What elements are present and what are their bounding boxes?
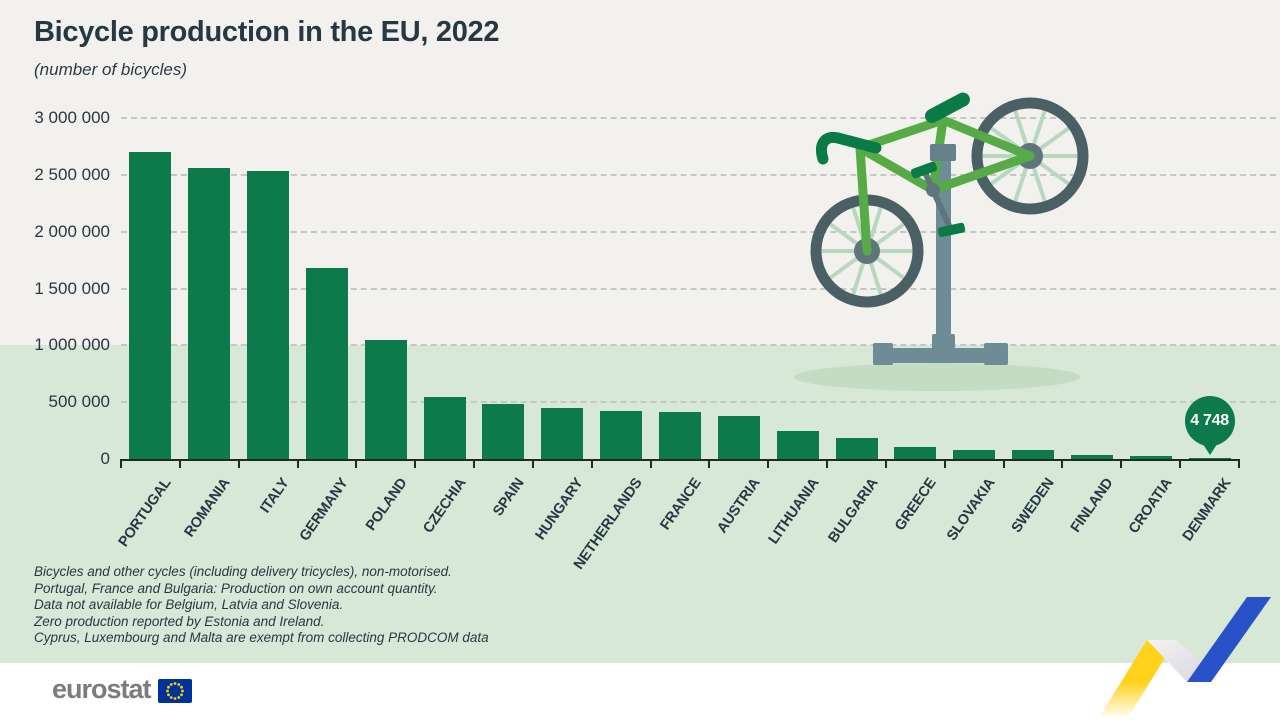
page-title: Bicycle production in the EU, 2022 [34,16,500,48]
bike-handlebar [816,131,882,165]
x-axis-tick [1002,461,1005,468]
stand-clamp [930,144,956,161]
x-axis-tick [1061,461,1064,468]
crank-and-pedals [910,161,966,238]
bar-finland [1070,455,1113,459]
bar-croatia [1129,456,1172,459]
x-axis-tick [1179,461,1182,468]
x-axis-tick [414,461,417,468]
bike-seat [924,92,970,123]
bar-france [659,412,701,459]
eurostat-logo: eurostat [52,674,192,704]
bar-austria [717,416,760,459]
ribbon-graphic [1100,597,1271,716]
x-axis-tick [767,461,770,468]
gridline-1000000 [121,344,1276,347]
y-axis-label: 500 000 [48,392,110,412]
x-axis-tick [943,461,946,468]
bar-poland [364,340,407,459]
x-axis-tick [531,461,534,468]
bar-sweden [1012,450,1055,459]
stand-shadow [794,363,1080,391]
ribbon-fold-segment [1147,640,1204,682]
x-axis-tick [1120,461,1123,468]
x-axis-tick [296,461,299,468]
x-axis-tick [884,461,887,468]
bar-romania [188,168,231,459]
footnote-line: Data not available for Belgium, Latvia a… [34,597,344,613]
gridline-2500000 [121,173,1276,176]
x-axis-tick [826,461,829,468]
y-axis-label: 2 500 000 [34,164,110,184]
eurostat-wordmark: eurostat [52,674,152,704]
badge-value: 4 748 [1190,412,1229,429]
x-axis-tick [649,461,652,468]
ribbon-blue-segment [1187,597,1271,682]
bar-italy [247,171,290,459]
denmark-value-badge: 4 748 [1184,396,1235,455]
x-axis-tick [178,461,181,468]
x-axis-tick [1238,461,1240,468]
bar-bulgaria [835,438,878,459]
footnote-line: Bicycles and other cycles (including del… [34,564,452,579]
bar-czechia [423,397,466,459]
chart-subtitle: (number of bicycles) [34,60,188,79]
bar-spain [482,404,525,459]
gridline-500000 [121,401,1276,404]
y-axis-label: 1 000 000 [34,335,110,355]
gridline-1500000 [121,287,1276,290]
x-axis-tick [708,461,711,468]
bar-portugal [129,152,172,459]
footnote-line: Portugal, France and Bulgaria: Productio… [34,580,438,596]
y-axis-label: 2 000 000 [34,221,110,241]
gridline-3000000 [121,117,1276,119]
bar-slovakia [953,450,996,459]
y-axis-label: 3 000 000 [34,108,110,127]
footnotes: Bicycles and other cycles (including del… [34,564,489,647]
bar-denmark [1188,458,1231,459]
bar-hungary [541,408,584,459]
bicycle-illustration [794,92,1089,391]
y-axis-label: 0 [100,449,110,468]
eu-flag-icon [157,678,192,703]
bar-lithuania [776,431,819,459]
gridline-2000000 [121,230,1276,233]
x-axis-tick [473,461,476,468]
footnote-line: Zero production reported by Estonia and … [34,613,325,629]
x-axis-tick [590,461,593,468]
bar-netherlands [600,411,643,459]
x-axis-tick [237,461,240,468]
y-axis-label: 1 500 000 [34,278,110,298]
x-axis-tick [355,461,358,468]
x-axis-tick [120,461,122,468]
bar-germany [305,268,348,459]
x-axis-line [120,459,1240,461]
footnote-line: Cyprus, Luxembourg and Malta are exempt … [34,630,489,646]
bar-greece [894,447,937,459]
badge-pointer [1200,441,1219,455]
eu-flag-stars [165,681,184,700]
ribbon-yellow-segment [1100,640,1176,716]
footer-band [0,663,1280,720]
